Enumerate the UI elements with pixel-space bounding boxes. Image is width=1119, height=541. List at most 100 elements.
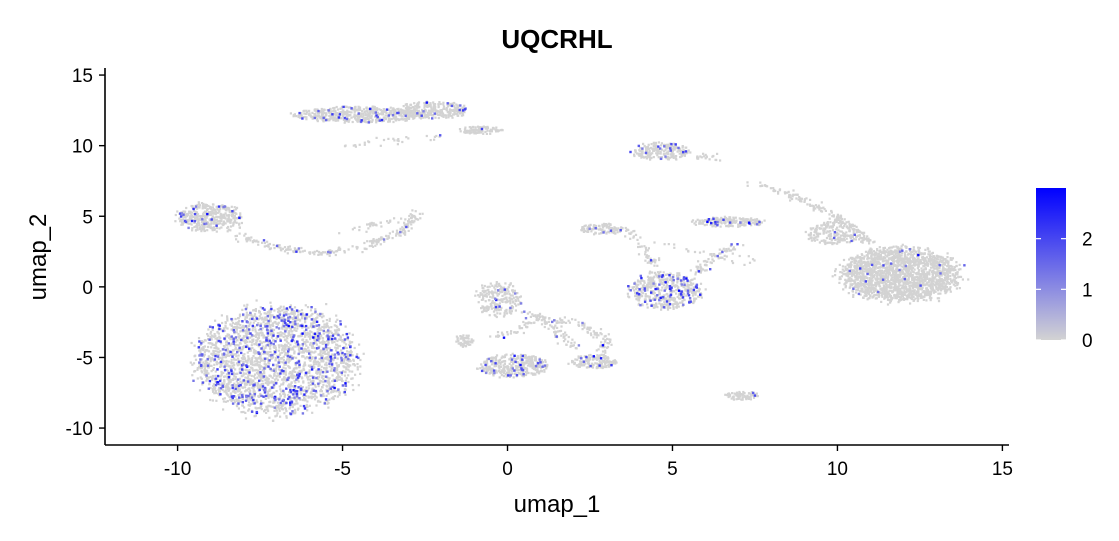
cell-point xyxy=(201,340,204,343)
cell-point xyxy=(319,400,322,403)
cell-point xyxy=(309,338,312,341)
cell-point xyxy=(956,282,959,285)
cell-point xyxy=(255,333,258,336)
cell-point xyxy=(430,106,433,109)
cell-point xyxy=(262,318,265,321)
cell-point xyxy=(259,340,262,343)
cell-point xyxy=(215,223,218,226)
cell-point xyxy=(928,294,931,297)
cell-point xyxy=(199,225,202,228)
cell-point xyxy=(227,369,230,373)
cell-point xyxy=(905,291,908,294)
cell-point xyxy=(904,245,907,248)
cell-point xyxy=(227,383,230,386)
cell-point xyxy=(309,354,312,357)
cell-point xyxy=(284,373,287,376)
cell-point xyxy=(291,312,294,315)
cell-point xyxy=(321,118,324,121)
cell-point xyxy=(241,346,244,349)
cell-point xyxy=(186,215,189,218)
cell-point xyxy=(205,372,208,375)
cell-point xyxy=(328,347,332,350)
cell-point xyxy=(458,128,462,131)
cell-point xyxy=(342,109,345,112)
cell-point xyxy=(262,352,265,355)
cell-point xyxy=(296,402,299,405)
cell-point xyxy=(934,283,937,286)
cell-point xyxy=(313,359,316,362)
cell-point xyxy=(229,392,232,395)
cell-point xyxy=(895,256,898,259)
cell-point xyxy=(311,357,314,360)
cell-point xyxy=(940,283,943,286)
cell-point xyxy=(249,389,252,392)
data-points xyxy=(174,100,970,422)
cell-point xyxy=(260,408,263,411)
cell-point xyxy=(381,113,384,116)
cell-point xyxy=(283,375,286,379)
cell-point xyxy=(201,383,204,386)
cell-point xyxy=(235,358,238,361)
cell-point xyxy=(198,365,201,368)
cell-point xyxy=(341,115,344,118)
cell-point xyxy=(298,346,301,349)
cell-point xyxy=(890,285,893,288)
cell-point xyxy=(291,373,294,376)
cell-point xyxy=(297,115,300,119)
cell-point xyxy=(341,333,345,337)
cell-point xyxy=(272,401,275,404)
cell-point xyxy=(205,364,208,367)
cell-point xyxy=(213,335,216,338)
cell-point xyxy=(275,317,278,320)
cell-point xyxy=(259,372,262,375)
cell-point xyxy=(434,109,437,112)
cell-point xyxy=(196,368,199,371)
cell-point xyxy=(224,363,227,366)
cell-point xyxy=(262,334,266,337)
cell-point xyxy=(325,348,329,352)
cell-point xyxy=(266,380,269,383)
cell-point xyxy=(211,335,215,338)
cell-point xyxy=(901,285,904,288)
cell-point xyxy=(291,321,295,324)
cell-point xyxy=(930,263,933,266)
cell-point xyxy=(311,374,314,378)
cell-point xyxy=(262,321,265,324)
cell-point xyxy=(336,318,339,321)
cell-point xyxy=(311,322,314,325)
cell-point xyxy=(213,218,216,221)
cell-point xyxy=(279,352,282,355)
cell-point xyxy=(321,374,324,378)
cell-point xyxy=(331,380,334,383)
cell-point xyxy=(244,379,247,382)
cell-point xyxy=(297,114,300,117)
cell-point xyxy=(243,355,246,358)
cell-point xyxy=(230,218,233,221)
cell-point xyxy=(210,222,213,225)
cell-point xyxy=(278,385,281,388)
cell-point xyxy=(425,103,428,107)
cell-point xyxy=(903,264,906,267)
cell-point xyxy=(263,372,266,375)
cell-point xyxy=(344,343,348,346)
cell-point xyxy=(332,109,335,113)
cell-point xyxy=(315,363,318,366)
cell-point xyxy=(308,371,311,374)
cell-point xyxy=(400,117,404,121)
cell-point xyxy=(205,349,208,352)
cell-point xyxy=(908,285,911,288)
cell-point xyxy=(920,252,923,255)
cell-point xyxy=(343,121,346,124)
cell-point xyxy=(222,223,225,227)
cell-point xyxy=(453,105,456,108)
cell-point xyxy=(327,351,330,354)
cell-point xyxy=(407,106,411,109)
cell-point xyxy=(883,286,886,290)
cell-point xyxy=(423,114,427,117)
cell-point xyxy=(886,255,889,258)
cell-point xyxy=(365,121,368,124)
cell-point xyxy=(864,275,867,278)
cell-point xyxy=(897,282,901,285)
cell-point xyxy=(248,323,251,326)
cell-point xyxy=(244,332,247,335)
